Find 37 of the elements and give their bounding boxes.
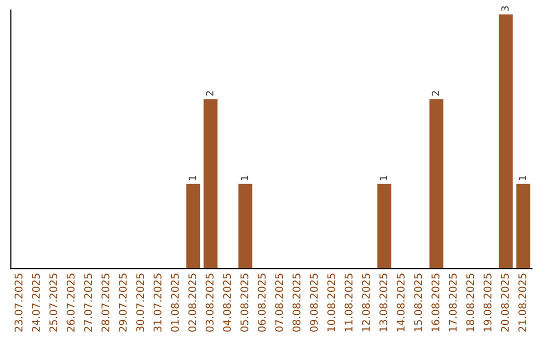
data-label: 1	[188, 176, 196, 180]
x-tick-label: 17.08.2025	[448, 274, 457, 332]
x-tick-label: 16.08.2025	[432, 274, 440, 332]
x-tick-label: 08.08.2025	[292, 274, 300, 332]
x-tick-label: 21.08.2025	[518, 274, 526, 332]
x-tick-label: 02.08.2025	[188, 274, 196, 332]
x-tick-label: 29.07.2025	[118, 274, 127, 332]
x-tick-label: 11.08.2025	[344, 274, 353, 332]
x-tick-label: 06.08.2025	[258, 274, 266, 332]
x-tick-label: 05.08.2025	[240, 274, 248, 332]
x-tick-label: 10.08.2025	[327, 274, 336, 332]
data-label: 2	[206, 91, 214, 96]
x-tick-label: 07.08.2025	[275, 274, 284, 332]
x-tick-label: 24.07.2025	[32, 274, 40, 332]
x-tick-label: 18.08.2025	[466, 274, 474, 332]
x-tick-label: 26.07.2025	[66, 274, 75, 332]
x-tick-label: 14.08.2025	[396, 274, 405, 332]
x-tick-label: 15.08.2025	[414, 274, 422, 332]
data-label: 1	[240, 176, 248, 180]
data-label: 3	[501, 6, 509, 11]
data-label: 2	[432, 91, 440, 96]
x-tick-label: 31.07.2025	[154, 274, 162, 332]
x-tick-label: 20.08.2025	[500, 274, 509, 332]
x-tick-label: 01.08.2025	[170, 274, 179, 332]
x-tick-label: 19.08.2025	[484, 274, 492, 332]
x-tick-label: 13.08.2025	[379, 274, 388, 332]
x-tick-label: 04.08.2025	[223, 274, 231, 332]
x-tick-label: 03.08.2025	[206, 274, 214, 332]
x-tick-label: 30.07.2025	[136, 274, 144, 332]
x-tick-label: 23.07.2025	[14, 274, 23, 332]
x-tick-label: 27.07.2025	[84, 274, 92, 332]
x-tick-label: 09.08.2025	[310, 274, 318, 332]
x-tick-label: 28.07.2025	[101, 274, 110, 332]
x-tick-label: 12.08.2025	[362, 274, 370, 332]
x-tick-label: 25.07.2025	[49, 274, 58, 332]
data-label: 1	[380, 176, 387, 180]
data-label: 1	[518, 176, 526, 180]
